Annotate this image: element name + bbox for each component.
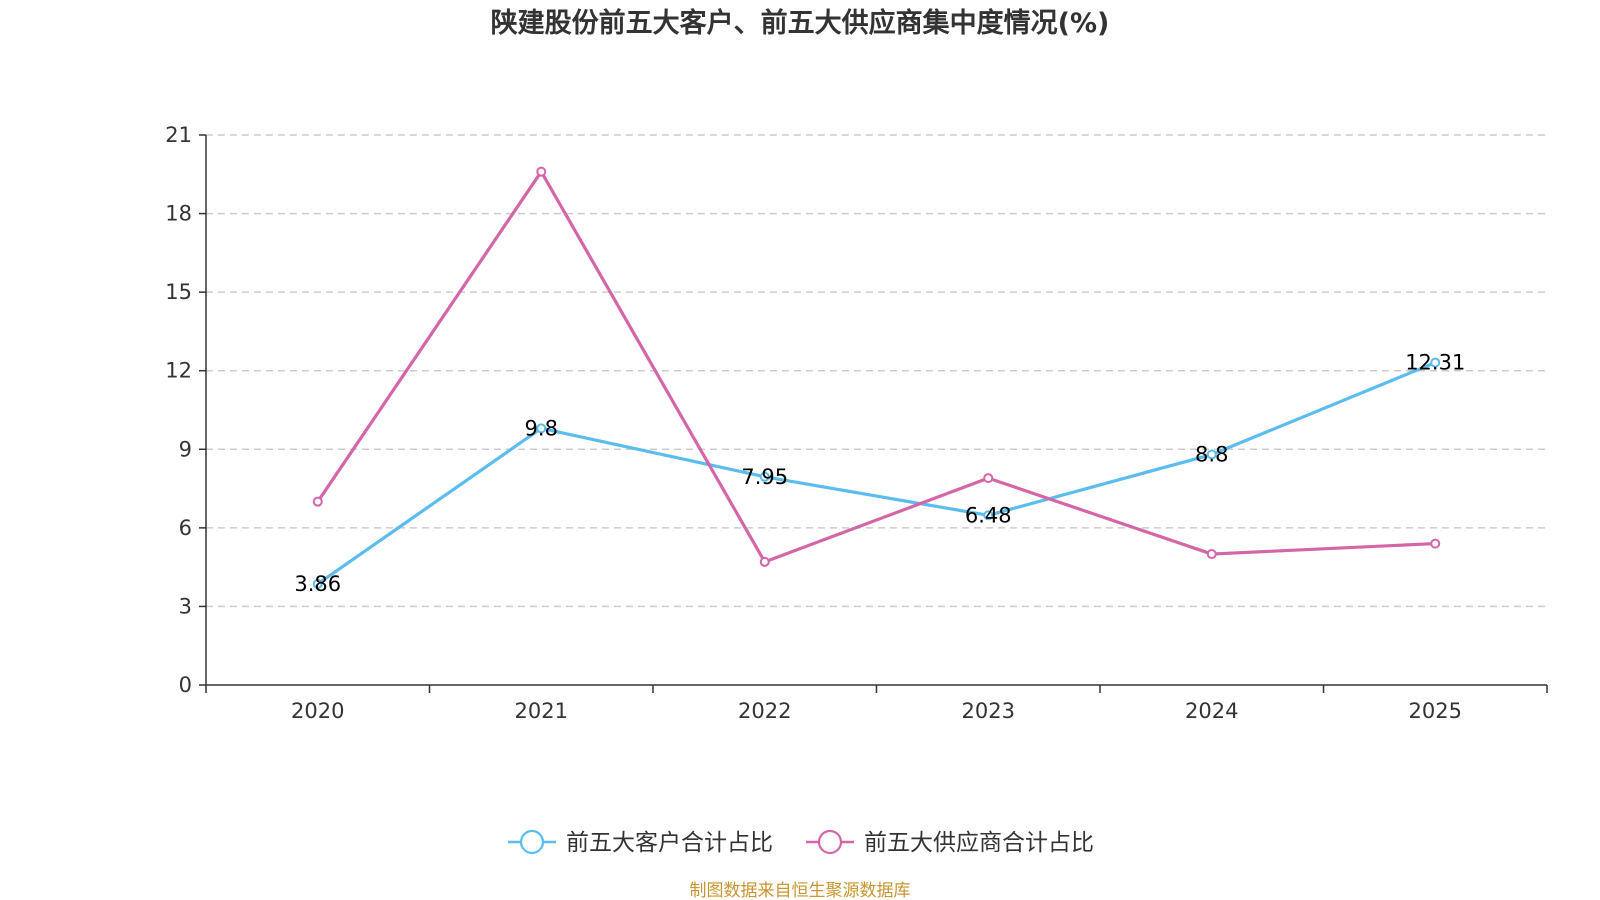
data-point	[536, 166, 547, 177]
data-point	[536, 423, 547, 434]
chart-title: 陕建股份前五大客户、前五大供应商集中度情况(%)	[491, 7, 1110, 39]
data-label: 7.95	[741, 465, 788, 489]
y-tick-label: 6	[179, 516, 192, 540]
data-point	[1206, 449, 1217, 460]
y-tick-label: 9	[179, 437, 192, 461]
legend-label: 前五大客户合计占比	[566, 830, 773, 856]
data-label: 3.86	[294, 572, 341, 596]
x-tick-label: 2020	[291, 699, 344, 723]
x-tick-label: 2022	[738, 699, 791, 723]
y-tick-label: 18	[165, 202, 192, 226]
legend-label: 前五大供应商合计占比	[864, 830, 1094, 856]
data-labels: 3.86 9.8 7.95 6.48 8.8 12.31	[294, 351, 1465, 596]
x-tick-label: 2023	[962, 699, 1015, 723]
series-line-1	[316, 361, 1436, 586]
legend[interactable]: 前五大客户合计占比 前五大供应商合计占比	[508, 829, 1094, 856]
data-point	[983, 473, 994, 484]
y-tick-label: 3	[179, 594, 192, 618]
x-tick-label: 2025	[1409, 699, 1462, 723]
data-point	[312, 578, 323, 589]
data-label: 6.48	[965, 503, 1012, 527]
x-tick-label: 2021	[515, 699, 568, 723]
data-point	[1430, 357, 1441, 368]
y-tick-label: 15	[165, 280, 192, 304]
data-point	[759, 471, 770, 482]
data-point	[1430, 538, 1441, 549]
y-tick-label: 21	[165, 123, 192, 147]
data-point	[983, 510, 994, 521]
series-group	[312, 166, 1441, 589]
data-point	[312, 496, 323, 507]
x-tick-label: 2024	[1185, 699, 1238, 723]
y-tick-label: 12	[165, 359, 192, 383]
grid-lines	[206, 134, 1547, 608]
series-line-2	[316, 170, 1436, 564]
axes: 0 3 6 9 12 15 18 21 2020 2021 2022 2023 2024 2025	[165, 123, 1548, 723]
y-tick-label: 0	[179, 673, 192, 697]
data-label: 8.8	[1195, 443, 1228, 467]
data-point	[759, 556, 770, 567]
legend-marker	[817, 829, 843, 855]
legend-marker	[519, 829, 545, 855]
source-note: 制图数据来自恒生聚源数据库	[690, 881, 911, 900]
data-label: 12.31	[1405, 351, 1465, 375]
data-point	[1206, 549, 1217, 560]
data-label: 9.8	[525, 416, 558, 440]
